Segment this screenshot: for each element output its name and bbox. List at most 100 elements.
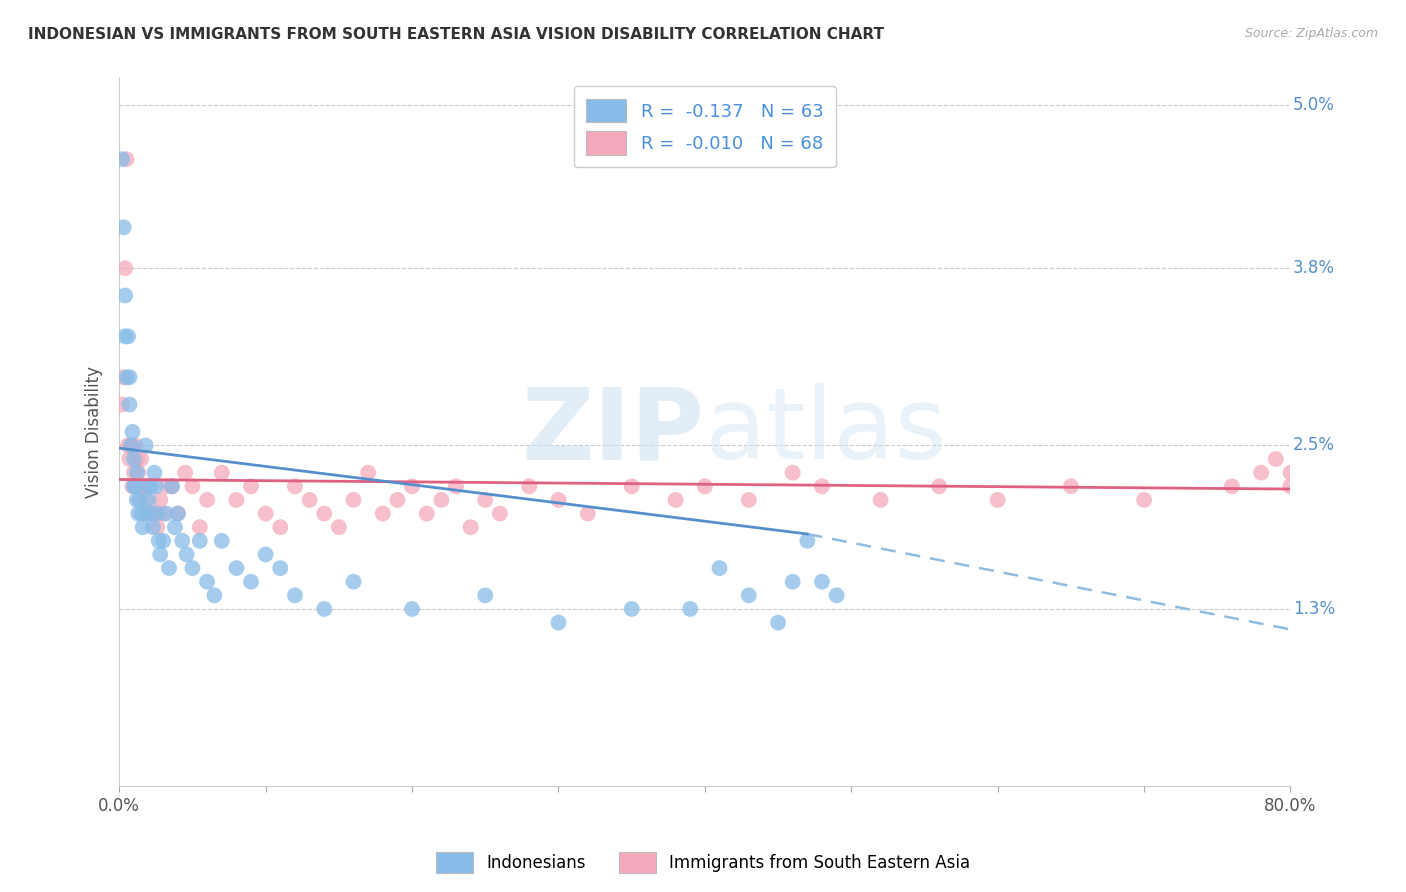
Point [114,288,136,302]
Point [176,548,198,562]
Point [1279,479,1302,493]
Point [149,492,172,507]
Point [121,479,143,493]
Point [124,438,146,452]
Point [134,507,156,521]
Point [115,152,138,166]
Point [114,329,136,343]
Point [131,520,153,534]
Point [152,507,174,521]
Point [665,492,688,507]
Point [371,507,394,521]
Point [195,574,218,589]
Point [129,507,152,521]
Point [796,533,818,548]
Point [111,398,134,412]
Point [869,492,891,507]
Point [1250,466,1272,480]
Legend: Indonesians, Immigrants from South Eastern Asia: Indonesians, Immigrants from South Easte… [429,846,977,880]
Point [111,152,134,166]
Point [149,548,172,562]
Point [517,479,540,493]
Point [693,479,716,493]
Point [738,492,761,507]
Point [679,602,702,616]
Point [131,479,153,493]
Point [709,561,731,575]
Point [387,492,409,507]
Point [474,588,496,602]
Point [195,492,218,507]
Point [125,466,148,480]
Point [204,588,226,602]
Point [782,466,804,480]
Point [138,492,160,507]
Point [143,466,166,480]
Point [1220,479,1243,493]
Point [122,452,145,467]
Point [314,507,336,521]
Point [782,574,804,589]
Point [142,520,165,534]
Point [211,466,233,480]
Point [269,520,291,534]
Point [401,479,423,493]
Point [444,479,467,493]
Point [547,492,569,507]
Y-axis label: Vision Disability: Vision Disability [86,366,103,498]
Point [117,438,139,452]
Point [112,220,135,235]
Point [122,479,145,493]
Point [166,507,188,521]
Point [174,466,197,480]
Point [225,561,247,575]
Point [127,466,149,480]
Point [284,479,307,493]
Point [152,533,174,548]
Point [117,329,139,343]
Point [146,520,169,534]
Text: 1.3%: 1.3% [1292,600,1334,618]
Point [156,479,179,493]
Text: 3.8%: 3.8% [1292,260,1334,277]
Text: ZIP: ZIP [522,384,704,480]
Point [825,588,848,602]
Point [298,492,321,507]
Point [225,492,247,507]
Point [114,261,136,276]
Point [928,479,950,493]
Point [124,479,146,493]
Point [1279,466,1302,480]
Point [181,561,204,575]
Point [620,479,643,493]
Point [141,507,163,521]
Point [1264,452,1286,467]
Point [128,479,150,493]
Point [146,507,169,521]
Point [155,507,177,521]
Point [135,492,157,507]
Point [415,507,437,521]
Point [474,492,496,507]
Point [145,479,167,493]
Point [157,561,180,575]
Point [163,520,186,534]
Point [576,507,599,521]
Point [115,370,138,384]
Point [489,507,512,521]
Point [138,479,160,493]
Point [181,479,204,493]
Point [148,533,170,548]
Point [357,466,380,480]
Point [160,479,183,493]
Point [125,492,148,507]
Point [620,602,643,616]
Point [430,492,453,507]
Point [314,602,336,616]
Point [328,520,350,534]
Point [188,533,211,548]
Point [1060,479,1083,493]
Text: INDONESIAN VS IMMIGRANTS FROM SOUTH EASTERN ASIA VISION DISABILITY CORRELATION C: INDONESIAN VS IMMIGRANTS FROM SOUTH EAST… [28,27,884,42]
Point [121,425,143,439]
Text: Source: ZipAtlas.com: Source: ZipAtlas.com [1244,27,1378,40]
